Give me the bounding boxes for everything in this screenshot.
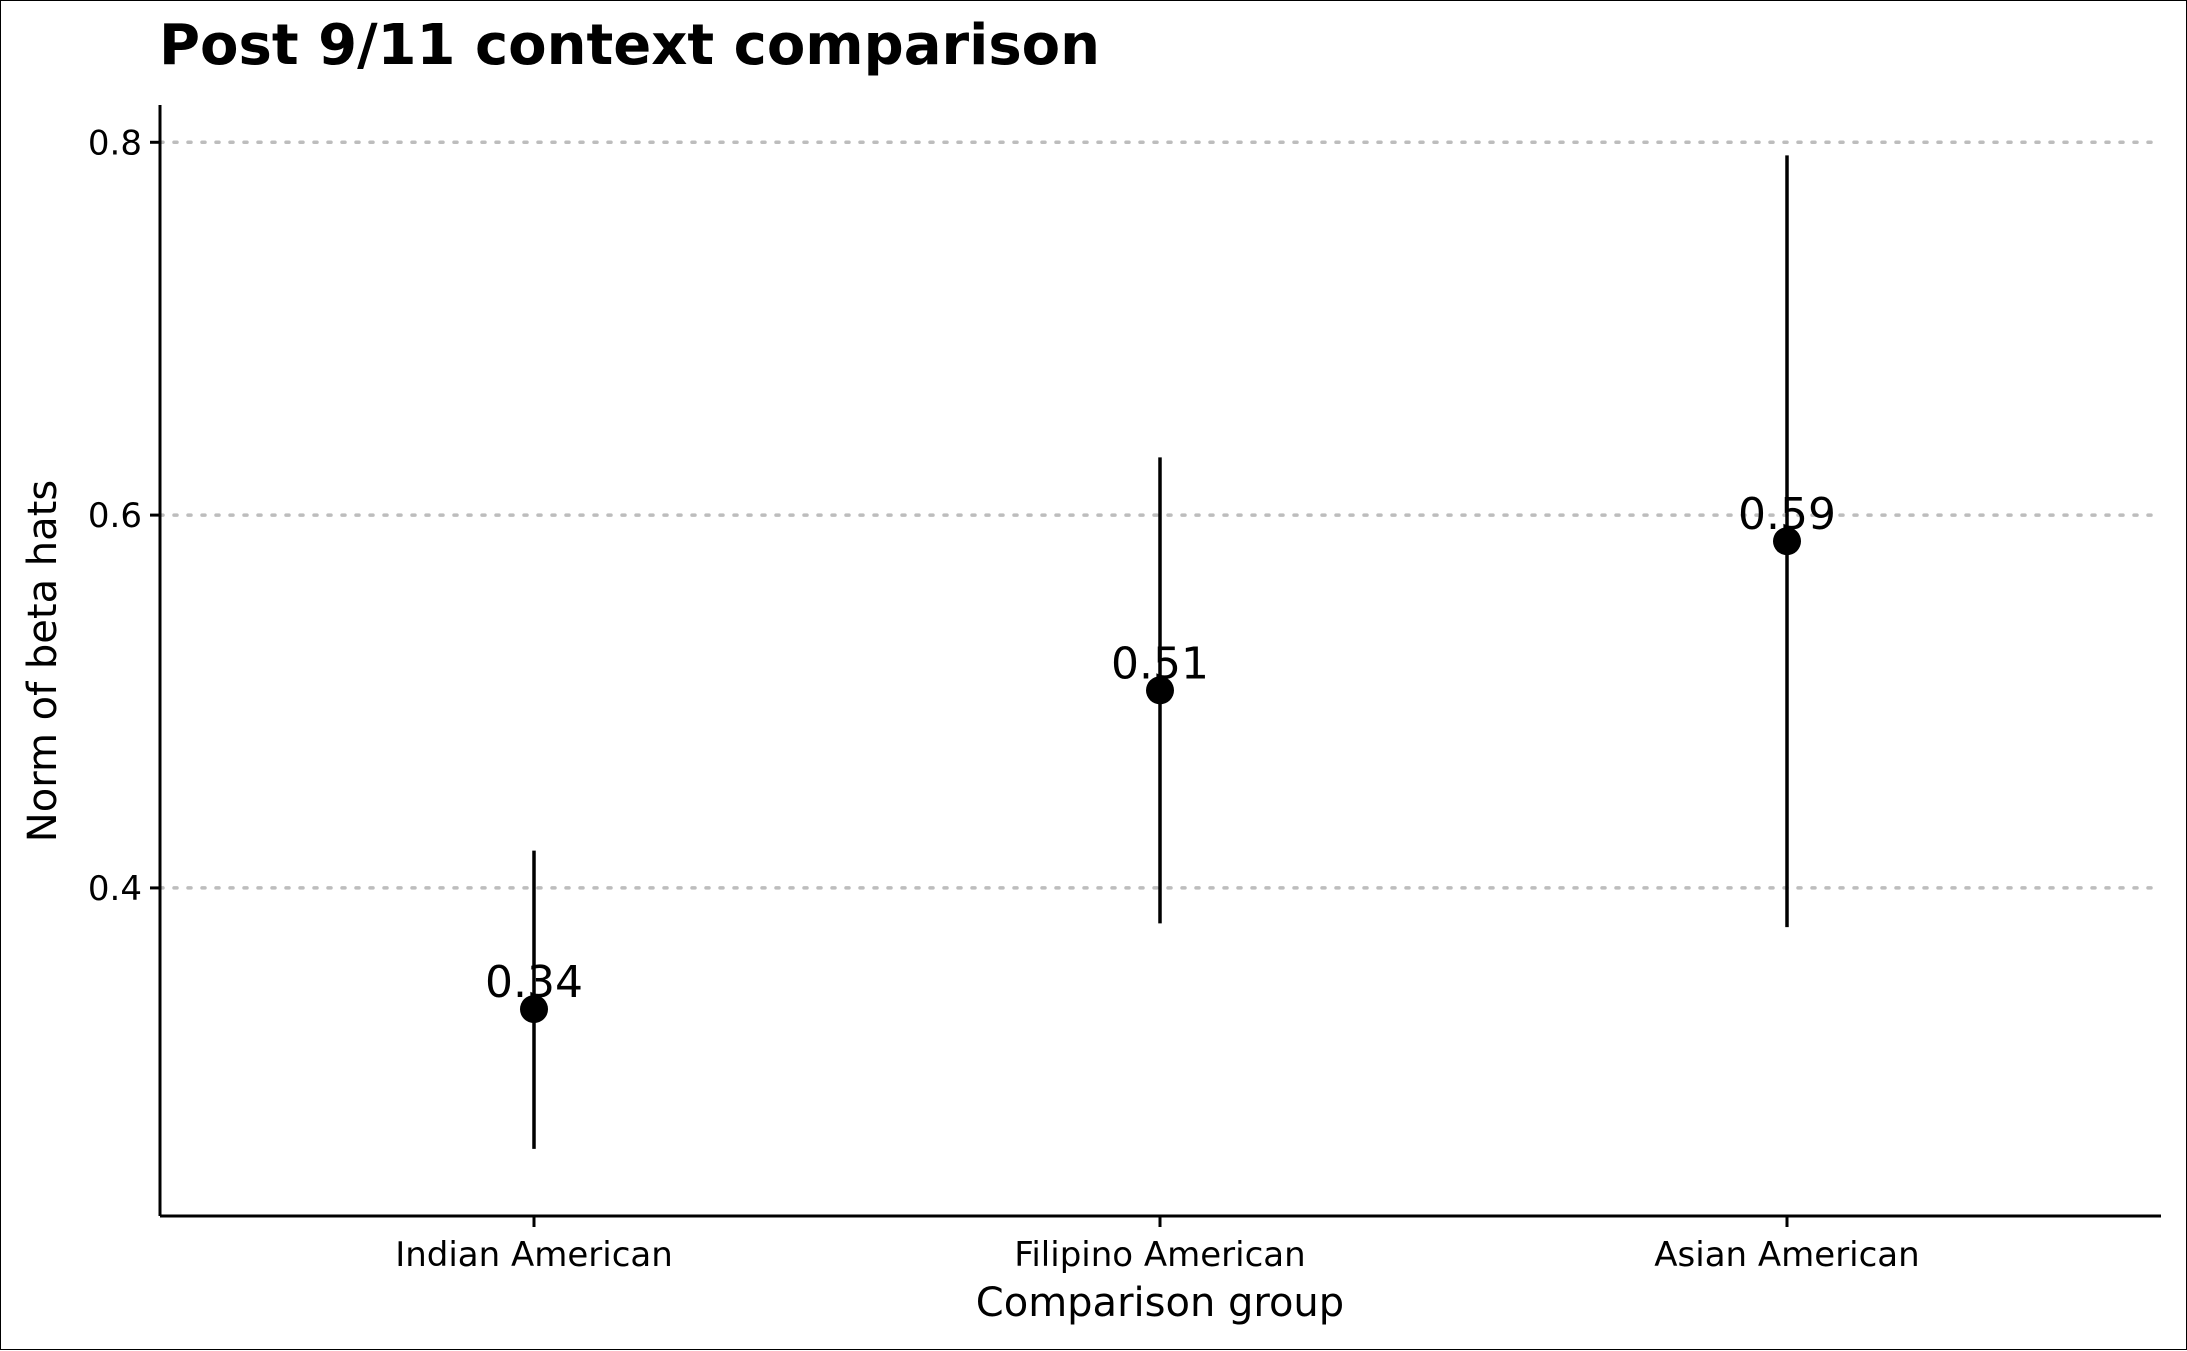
y-tick-label: 0.6 [88,496,142,536]
data-point [520,995,548,1024]
y-tick-label: 0.8 [88,123,142,163]
data-label: 0.34 [485,957,583,1008]
x-ticks: Indian American Filipino American Asian Am… [395,1216,1920,1275]
y-axis-label: Norm of beta hats [20,480,66,842]
x-tick-label: Filipino American [1014,1235,1305,1275]
x-axis-label: Comparison group [976,1280,1344,1326]
chart-title: Post 9/11 context comparison [159,13,1100,78]
y-tick-label: 0.4 [88,869,142,909]
data-label: 0.51 [1111,638,1209,689]
data-point [1146,676,1174,705]
data-label: 0.59 [1738,489,1836,540]
x-tick-label: Indian American [395,1235,673,1275]
data-point [1773,527,1801,556]
gridlines [158,140,2163,890]
y-ticks: 0.4 0.6 0.8 [88,123,160,909]
data-marks: 0.34 0.51 0.59 [485,155,1836,1149]
x-tick-label: Asian American [1654,1235,1919,1275]
